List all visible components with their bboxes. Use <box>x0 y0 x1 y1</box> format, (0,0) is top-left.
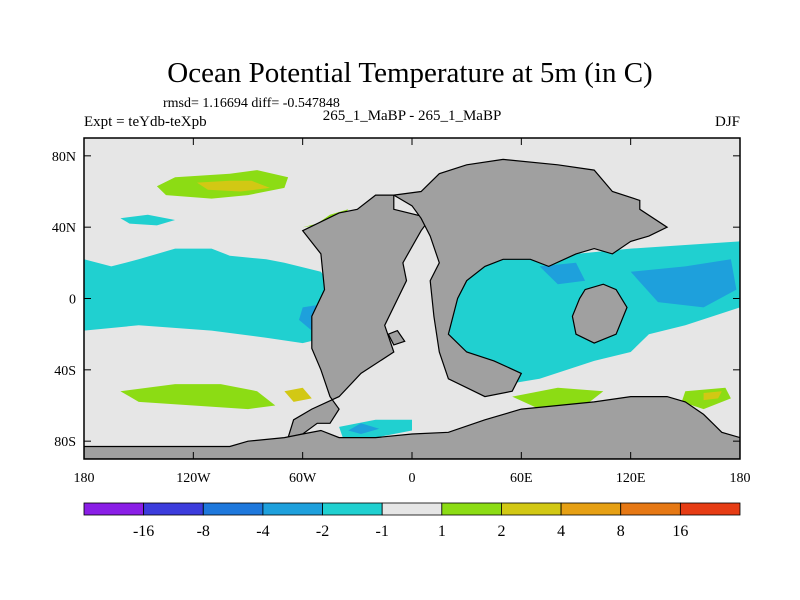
colorbar-label: -16 <box>133 523 154 540</box>
x-tick-label: 0 <box>409 471 416 486</box>
weddell-cool-core <box>348 423 380 434</box>
colorbar-label: 16 <box>672 523 688 540</box>
y-tick-label: 80N <box>52 150 76 165</box>
colorbar-label: -4 <box>256 523 269 540</box>
x-tick-label: 180 <box>74 471 95 486</box>
run-label: 265_1_MaBP - 265_1_MaBP <box>323 108 502 124</box>
antarctica <box>84 396 740 459</box>
y-tick-label: 0 <box>69 293 76 308</box>
colorbar-box <box>679 502 741 516</box>
colorbar-box <box>322 502 383 516</box>
map-plot: 180 120W 60W 0 60E 120E 180 80N 40N 0 40S 80S <box>52 137 751 486</box>
x-tick-label: 180 <box>730 471 751 486</box>
colorbar-box <box>441 502 502 516</box>
colorbar-box <box>381 502 443 516</box>
north-pacific-cool-streak <box>120 214 176 226</box>
colorbar-box <box>202 502 264 516</box>
colorbar-label: 2 <box>497 523 505 540</box>
y-tick-label: 40S <box>54 364 76 379</box>
colorbar-label: 1 <box>438 523 446 540</box>
colorbar-box <box>501 502 562 516</box>
colorbar-box <box>83 502 145 516</box>
continent-west <box>287 194 432 439</box>
indian-ocean-cool-core <box>539 262 586 285</box>
y-tick-label: 80S <box>54 435 76 450</box>
colorbar-label: 8 <box>617 523 625 540</box>
x-tick-label: 120E <box>616 471 646 486</box>
colorbar-box <box>560 502 622 516</box>
x-tick-label: 60E <box>510 471 533 486</box>
south-west-pacific-warm-core <box>703 391 722 401</box>
colorbar-label: -2 <box>316 523 329 540</box>
stats-label: rmsd= 1.16694 diff= -0.547848 <box>163 96 340 111</box>
colorbar-label: -8 <box>197 523 210 540</box>
west-pacific-cool-core <box>630 259 737 308</box>
colorbar-box <box>262 502 323 516</box>
island-southeast <box>571 283 628 344</box>
south-pacific-warm-core <box>284 387 312 402</box>
island-small <box>387 329 406 346</box>
tropical-pacific-cool-band <box>84 248 340 344</box>
colorbar-box <box>143 502 204 516</box>
colorbar: -16 -8 -4 -2 -1 1 2 4 8 16 <box>83 502 741 540</box>
continent-east <box>391 158 669 398</box>
colorbar-label: 4 <box>557 523 565 540</box>
north-pacific-warm-core <box>197 180 270 192</box>
season-label: DJF <box>715 114 740 130</box>
x-tick-label: 60W <box>289 471 317 486</box>
south-pacific-warm-band <box>120 384 276 410</box>
experiment-label: Expt = teYdb-teXpb <box>84 114 207 130</box>
x-tick-label: 120W <box>176 471 211 486</box>
chart-title: Ocean Potential Temperature at 5m (in C) <box>167 57 652 89</box>
colorbar-box <box>620 502 681 516</box>
y-tick-label: 40N <box>52 221 76 236</box>
colorbar-label: -1 <box>376 523 389 540</box>
